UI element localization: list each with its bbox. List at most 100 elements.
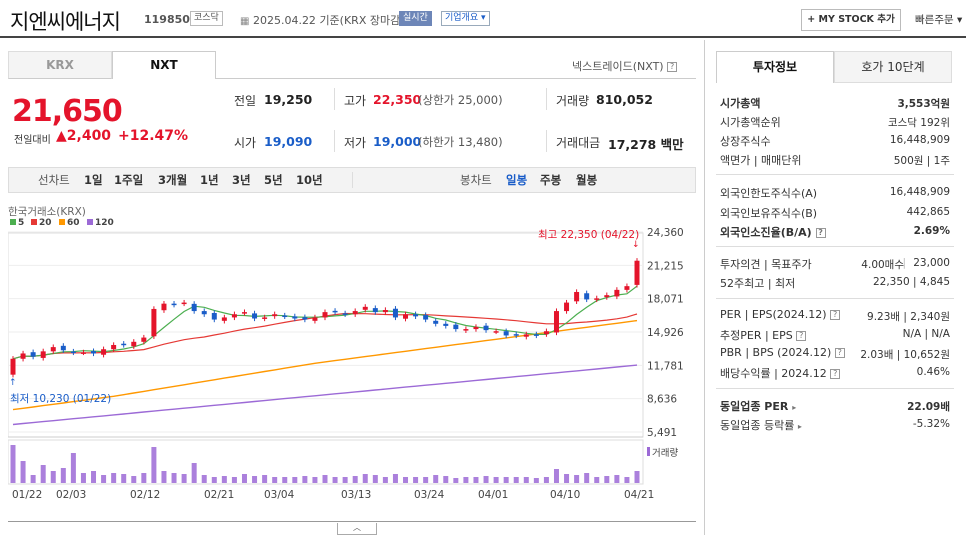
candle-body xyxy=(141,337,147,342)
volume-bar xyxy=(614,475,620,483)
shares-value: 16,448,909 xyxy=(889,134,950,146)
candle-body xyxy=(60,345,66,351)
candle-body xyxy=(161,303,167,311)
chart-bottom-line xyxy=(8,521,696,522)
candle-body xyxy=(553,311,559,333)
volume-bar xyxy=(403,477,409,483)
prev-label: 전일 xyxy=(234,94,257,108)
help-icon[interactable]: ? xyxy=(815,228,826,238)
volume-bar xyxy=(322,475,328,483)
period-7[interactable]: 10년 xyxy=(296,173,323,187)
candle-body xyxy=(30,352,36,357)
ma-legend-swatch xyxy=(59,219,65,225)
calendar-icon: ▦ xyxy=(240,16,250,27)
volume-bar xyxy=(221,476,227,483)
realtime-button[interactable]: 실시간 xyxy=(399,11,432,26)
candle-body xyxy=(503,331,509,336)
candle-body xyxy=(131,341,137,347)
candle-body xyxy=(372,308,378,313)
candle-1[interactable]: 일봉 xyxy=(506,173,528,187)
volume-bar xyxy=(513,477,519,483)
period-1[interactable]: 1일 xyxy=(84,173,103,187)
change-value: ▲2,400 xyxy=(56,128,112,144)
volume-bar xyxy=(352,476,358,483)
company-overview-button[interactable]: 기업개요 ▾ xyxy=(441,11,490,26)
candle-body xyxy=(423,315,429,320)
par-value: 500원 | 1주 xyxy=(893,155,950,167)
candle-body xyxy=(564,302,570,312)
tab-quotes[interactable]: 호가 10단계 xyxy=(834,51,952,83)
volume-bar xyxy=(302,476,308,483)
volume-bar xyxy=(141,473,147,483)
divider xyxy=(546,130,547,152)
dividend-label: 배당수익률 | 2024.12 xyxy=(720,367,827,380)
tab-underline xyxy=(216,78,696,79)
sector-per-link[interactable]: 동일업종 PER ▸ xyxy=(720,398,796,414)
period-6[interactable]: 5년 xyxy=(264,173,283,187)
per-eps-row: PER | EPS(2024.12) ? xyxy=(720,308,841,321)
y-tick-label: 24,360 xyxy=(647,227,684,239)
candle-body xyxy=(594,298,600,300)
candle-body xyxy=(342,313,348,315)
volume-bar xyxy=(241,474,247,483)
help-icon[interactable]: ? xyxy=(830,310,841,320)
volume-bar xyxy=(201,475,207,483)
date-value: 2025.04.22 xyxy=(252,14,316,27)
foreign-limit-label: 외국인한도주식수(A) xyxy=(720,187,818,200)
help-icon: ? xyxy=(667,62,678,72)
collapse-toggle[interactable]: ︿ xyxy=(337,523,377,535)
volume-label: 거래량 xyxy=(556,94,590,108)
candle-body xyxy=(80,352,86,354)
candle-body xyxy=(362,306,368,310)
tab-invest-info[interactable]: 투자정보 xyxy=(716,51,834,83)
candle-body xyxy=(543,331,549,335)
candle-body xyxy=(292,316,298,319)
candle-body xyxy=(443,323,449,326)
up-arrow-icon: ↑ xyxy=(9,378,17,388)
my-stock-add-button[interactable]: + MY STOCK 추가 xyxy=(801,9,901,31)
candle-2[interactable]: 주봉 xyxy=(540,173,562,187)
candle-3[interactable]: 월봉 xyxy=(576,173,598,187)
ma-120-line xyxy=(12,364,638,426)
tab-nxt[interactable]: NXT xyxy=(112,51,216,79)
help-icon[interactable]: ? xyxy=(834,348,845,358)
help-icon[interactable]: ? xyxy=(796,331,807,341)
rank-label: 시가총액순위 xyxy=(720,116,781,129)
candle-body xyxy=(151,308,157,337)
pbr-label: PBR | BPS (2024.12) xyxy=(720,346,832,359)
foreign-hold-value: 442,865 xyxy=(906,206,950,218)
open-value: 19,090 xyxy=(264,134,313,149)
period-4[interactable]: 1년 xyxy=(200,173,219,187)
est-value: N/A | N/A xyxy=(902,328,950,340)
period-bar xyxy=(8,167,696,193)
period-5[interactable]: 3년 xyxy=(232,173,251,187)
tab-krx[interactable]: KRX xyxy=(8,51,112,79)
quick-order-button[interactable]: 빠른주문 ▾ xyxy=(915,12,962,27)
candle-body xyxy=(101,349,107,355)
volume-bar xyxy=(423,477,429,483)
candle-body xyxy=(614,289,620,297)
candle-body xyxy=(70,351,76,354)
price-plot-frame xyxy=(8,232,644,438)
low-label: 저가 xyxy=(344,136,367,150)
sector-rate-link[interactable]: 동일업종 등락률 ▸ xyxy=(720,417,802,433)
ma-5-line xyxy=(12,285,638,360)
volume-bar xyxy=(503,477,509,483)
period-3[interactable]: 3개월 xyxy=(158,173,188,187)
volume-bar xyxy=(131,476,137,483)
candle-body xyxy=(312,317,318,321)
volume-bar xyxy=(443,476,449,483)
nxt-rate-link[interactable]: 넥스트레이드(NXT) ? xyxy=(572,58,678,74)
volume-bar xyxy=(463,477,469,483)
volume-legend-swatch xyxy=(647,447,650,456)
stock-chart[interactable]: 24,360 21,215 18,071 14,926 11,781 8,636 5,491… xyxy=(8,200,698,522)
help-icon[interactable]: ? xyxy=(830,369,841,379)
period-2[interactable]: 1주일 xyxy=(114,173,144,187)
line-chart-label[interactable]: 선차트 xyxy=(38,173,70,187)
dividend-value: 0.46% xyxy=(916,366,950,378)
date-basis: 기준(KRX 장마감) xyxy=(319,14,405,27)
volume-bar xyxy=(191,463,197,483)
foreign-ratio-row: 외국인소진율(B/A) ? xyxy=(720,224,826,240)
candle-chart-label[interactable]: 봉차트 xyxy=(460,173,492,187)
volume-bar xyxy=(60,468,66,483)
